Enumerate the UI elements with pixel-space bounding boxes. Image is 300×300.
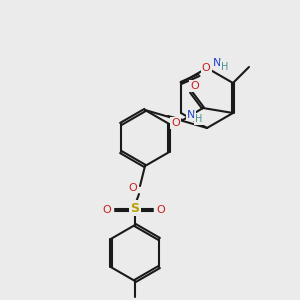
Text: O: O	[103, 205, 111, 215]
Text: O: O	[190, 81, 200, 91]
Text: O: O	[129, 183, 137, 193]
Text: O: O	[172, 118, 180, 128]
Text: O: O	[157, 205, 165, 215]
Text: O: O	[202, 63, 210, 73]
Text: H: H	[221, 62, 229, 72]
Text: N: N	[187, 110, 195, 120]
Text: H: H	[195, 114, 203, 124]
Text: N: N	[213, 58, 221, 68]
Text: S: S	[130, 202, 140, 214]
